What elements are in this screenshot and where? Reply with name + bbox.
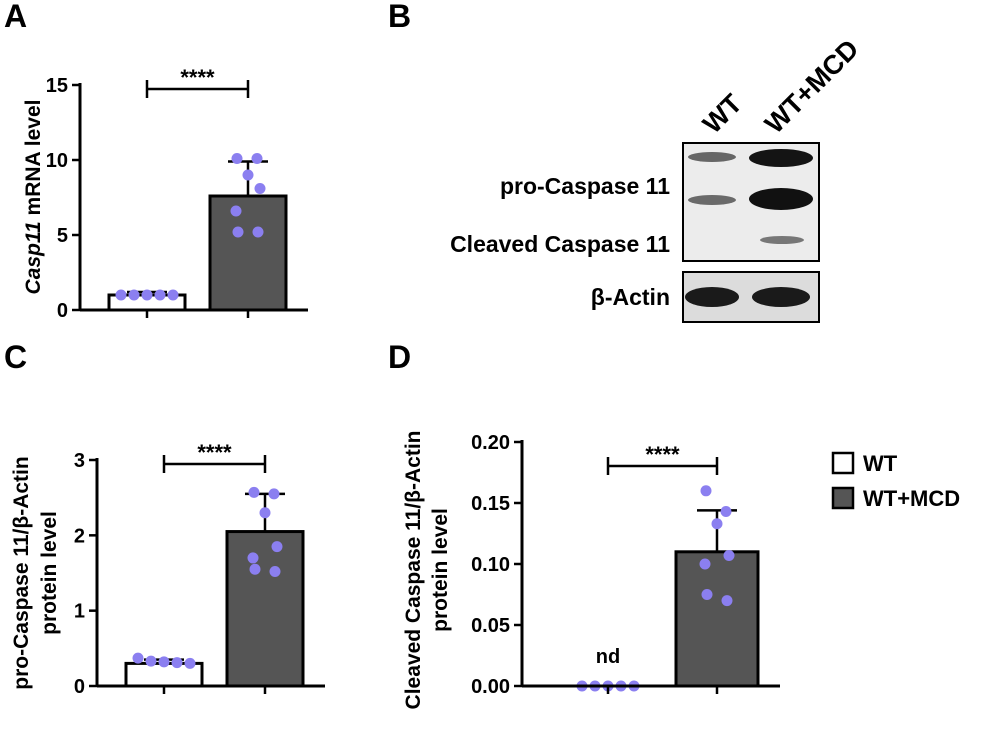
blot-band-mcd-pro bbox=[749, 188, 813, 210]
blot-band-mcd-upper bbox=[749, 149, 813, 167]
data-point bbox=[701, 589, 713, 600]
y-tick-label: 3 bbox=[74, 450, 85, 472]
y-axis-label-rest: mRNA level bbox=[22, 100, 45, 222]
legend-label-wt-mcd: WT+MCD bbox=[863, 486, 960, 511]
data-point bbox=[711, 518, 723, 530]
y-tick-label: 1 bbox=[74, 601, 85, 623]
data-point bbox=[171, 657, 183, 669]
y-tick-label: 15 bbox=[46, 75, 68, 97]
significance-label: **** bbox=[197, 440, 232, 465]
panel-letter-c: C bbox=[4, 339, 27, 375]
data-point bbox=[268, 488, 280, 500]
data-point bbox=[247, 552, 259, 564]
data-point bbox=[271, 541, 283, 553]
data-point bbox=[115, 289, 127, 301]
data-point bbox=[128, 289, 140, 301]
data-point bbox=[242, 169, 254, 181]
data-point bbox=[184, 657, 196, 669]
y-tick-label: 0.15 bbox=[471, 493, 510, 515]
data-point bbox=[167, 289, 179, 301]
data-point bbox=[269, 565, 281, 577]
data-point bbox=[158, 656, 170, 668]
data-point bbox=[154, 289, 166, 301]
significance-label: **** bbox=[645, 442, 680, 467]
legend: WT WT+MCD bbox=[831, 451, 960, 511]
data-point bbox=[721, 595, 733, 607]
data-point bbox=[231, 153, 243, 164]
bar-wt-mcd bbox=[208, 194, 288, 312]
panel-letter-d: D bbox=[388, 339, 411, 375]
y-tick-label: 0 bbox=[57, 300, 68, 322]
y-tick-label: 0 bbox=[74, 676, 85, 698]
blot-lane-wt-mcd: WT+MCD bbox=[759, 34, 865, 140]
y-tick-label: 2 bbox=[74, 525, 85, 547]
bar-wt-mcd bbox=[225, 530, 305, 688]
blot-band-wt-pro bbox=[688, 195, 736, 205]
data-point bbox=[249, 563, 261, 575]
y-axis-label-line1: pro-Caspase 11/β-Actin bbox=[10, 456, 33, 689]
significance-label: **** bbox=[180, 65, 215, 90]
y-tick-label: 10 bbox=[46, 150, 68, 172]
blot-band-mcd-cleaved bbox=[760, 236, 804, 244]
blot-lane-wt: WT bbox=[697, 88, 748, 139]
data-point bbox=[720, 506, 732, 518]
legend-label-wt: WT bbox=[863, 451, 898, 476]
data-point bbox=[251, 153, 263, 164]
data-point bbox=[723, 549, 735, 561]
data-point bbox=[145, 655, 157, 667]
y-axis-label-line2: protein level bbox=[38, 511, 61, 635]
blot-label-cleaved-caspase: Cleaved Caspase 11 bbox=[450, 231, 670, 257]
data-point bbox=[699, 558, 711, 570]
data-point bbox=[232, 226, 244, 238]
data-point bbox=[132, 652, 144, 664]
y-tick-label: 0.10 bbox=[471, 554, 510, 576]
panel-letter-a: A bbox=[4, 0, 27, 34]
data-point bbox=[230, 205, 242, 217]
not-detected-label: nd bbox=[596, 646, 620, 668]
y-axis-label-line1: Cleaved Caspase 11/β-Actin bbox=[402, 431, 425, 710]
blot-band-wt-actin bbox=[685, 287, 739, 307]
y-axis-label: Casp11 mRNA level bbox=[22, 100, 45, 295]
y-tick-label: 5 bbox=[57, 225, 68, 247]
data-point bbox=[259, 507, 271, 519]
panel-letter-b: B bbox=[388, 0, 411, 34]
blot-label-actin: β-Actin bbox=[591, 284, 670, 310]
legend-swatch-wt-mcd bbox=[831, 486, 855, 510]
chart-panel-c: 0 1 2 3 pro-Caspase 11/β-Actin protein level *… bbox=[10, 440, 325, 698]
blot-band-wt-upper bbox=[688, 152, 736, 162]
chart-panel-d: 0.00 0.05 0.10 0.15 0.20 Cleaved Caspase 11/β… bbox=[402, 431, 780, 710]
data-point bbox=[700, 485, 712, 497]
y-axis-label-line2: protein level bbox=[429, 508, 452, 632]
data-point bbox=[252, 226, 264, 238]
legend-swatch-wt bbox=[831, 451, 855, 475]
data-point bbox=[248, 486, 260, 498]
y-tick-label: 0.00 bbox=[471, 676, 510, 698]
blot-band-mcd-actin bbox=[752, 287, 810, 307]
data-point bbox=[141, 289, 153, 301]
blot-label-pro-caspase: pro-Caspase 11 bbox=[500, 173, 670, 199]
western-blot: WT WT+MCD pro-Caspase 11 Cleaved Caspase… bbox=[450, 34, 865, 323]
y-axis-label-gene: Casp11 bbox=[22, 221, 45, 294]
y-tick-label: 0.05 bbox=[471, 615, 510, 637]
y-tick-label: 0.20 bbox=[471, 432, 510, 454]
bar-wt-mcd bbox=[674, 550, 760, 688]
data-point bbox=[254, 183, 266, 194]
